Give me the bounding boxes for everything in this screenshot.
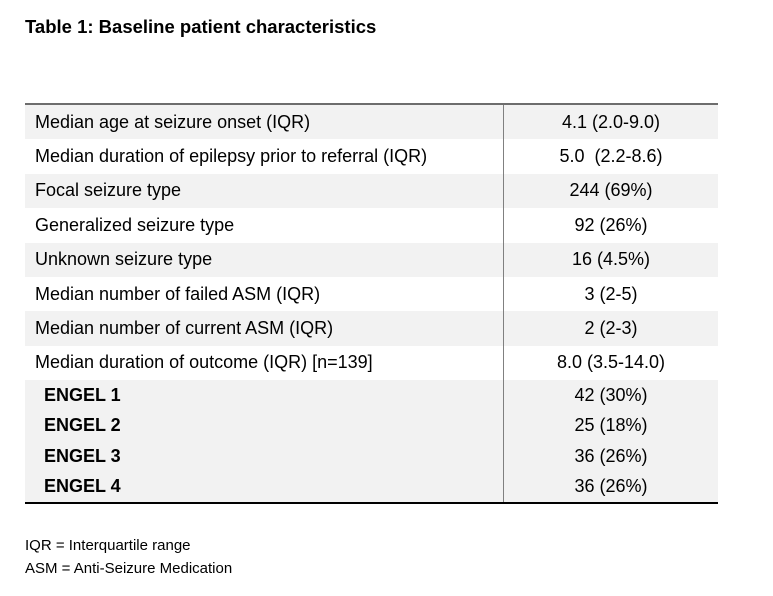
table-row: Median age at seizure onset (IQR) 4.1 (2…	[25, 105, 718, 140]
row-label: ENGEL 2	[44, 415, 121, 436]
row-label: Median number of failed ASM (IQR)	[35, 283, 321, 304]
table-row: Median duration of outcome (IQR) [n=139]…	[25, 345, 718, 381]
row-value: 16 (4.5%)	[503, 242, 718, 277]
row-value: 25 (18%)	[503, 410, 718, 441]
row-value: 8.0 (3.5-14.0)	[503, 345, 718, 381]
row-value: 4.1 (2.0-9.0)	[503, 105, 718, 140]
row-label: Median duration of outcome (IQR) [n=139]	[35, 352, 373, 373]
table-row: Median number of current ASM (IQR) 2 (2-…	[25, 311, 718, 346]
row-value: 3 (2-5)	[503, 276, 718, 312]
row-label: ENGEL 1	[44, 384, 121, 405]
row-value: 244 (69%)	[503, 173, 718, 209]
row-value: 2 (2-3)	[503, 311, 718, 346]
row-label: Median age at seizure onset (IQR)	[35, 111, 311, 132]
table-row-engel-3: ENGEL 3 36 (26%)	[25, 440, 718, 472]
row-value: 36 (26%)	[503, 471, 718, 502]
engel-outcome-block: ENGEL 1 42 (30%) ENGEL 2 25 (18%) ENGEL …	[25, 380, 718, 502]
row-value: 92 (26%)	[503, 208, 718, 243]
baseline-characteristics-table: Median age at seizure onset (IQR) 4.1 (2…	[25, 103, 718, 504]
table-title: Table 1: Baseline patient characteristic…	[25, 16, 377, 37]
footnote-asm: ASM = Anti-Seizure Medication	[25, 560, 233, 577]
table-row-engel-4: ENGEL 4 36 (26%)	[25, 471, 718, 502]
row-label: ENGEL 4	[44, 475, 121, 496]
footnote-iqr: IQR = Interquartile range	[25, 537, 191, 554]
row-label: Generalized seizure type	[35, 214, 235, 235]
row-label: Focal seizure type	[35, 180, 182, 201]
table-row: Unknown seizure type 16 (4.5%)	[25, 242, 718, 277]
table-row: Median number of failed ASM (IQR) 3 (2-5…	[25, 276, 718, 312]
table-row-engel-2: ENGEL 2 25 (18%)	[25, 410, 718, 441]
table-footnotes: IQR = Interquartile range ASM = Anti-Sei…	[25, 534, 232, 580]
row-value: 5.0 (2.2-8.6)	[503, 139, 718, 174]
table-row: Focal seizure type 244 (69%)	[25, 173, 718, 209]
row-label: Unknown seizure type	[35, 249, 213, 270]
row-label: Median number of current ASM (IQR)	[35, 318, 334, 339]
table-row-engel-1: ENGEL 1 42 (30%)	[25, 380, 718, 411]
row-value: 36 (26%)	[503, 440, 718, 472]
table-row: Median duration of epilepsy prior to ref…	[25, 139, 718, 174]
row-value: 42 (30%)	[503, 380, 718, 411]
row-label: ENGEL 3	[44, 445, 121, 466]
table-row: Generalized seizure type 92 (26%)	[25, 208, 718, 243]
row-label: Median duration of epilepsy prior to ref…	[35, 146, 428, 167]
